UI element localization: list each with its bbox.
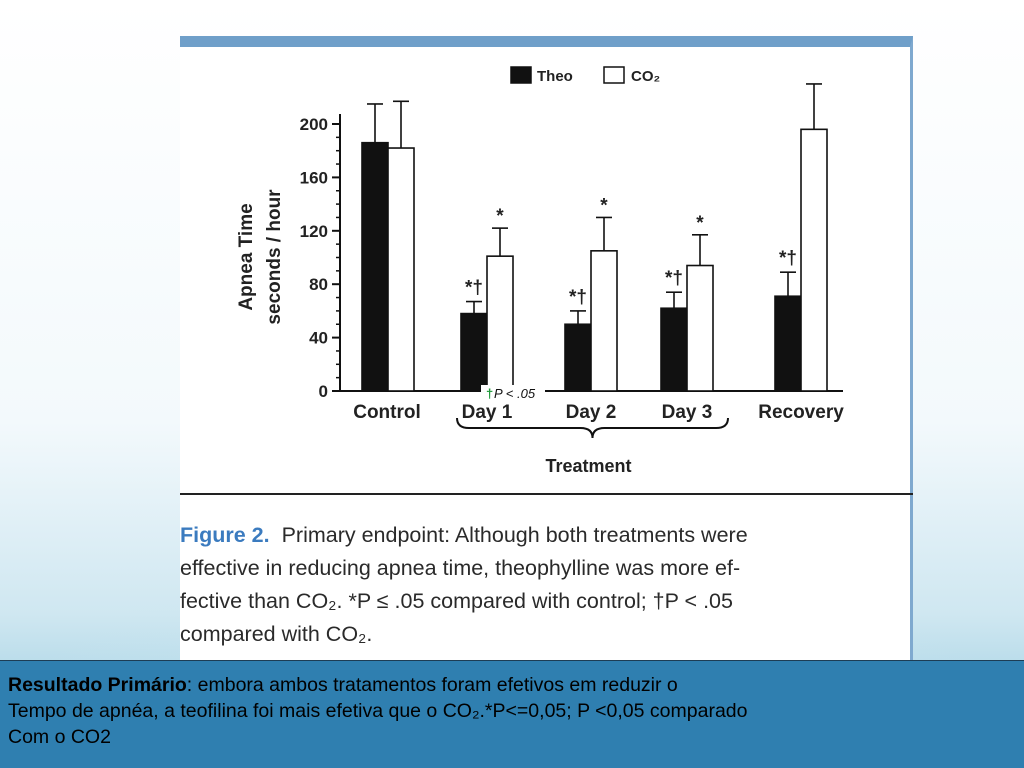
inline-note-dagger: † xyxy=(486,386,493,401)
figure-label: Figure 2. xyxy=(180,523,270,547)
significance-mark-co2: * xyxy=(600,195,608,216)
caption-text-1: Primary endpoint: Although both treatmen… xyxy=(281,523,748,547)
legend-label-theo: Theo xyxy=(537,68,573,85)
treatment-brace xyxy=(456,417,729,439)
x-tick-label: Day 3 xyxy=(662,402,713,423)
bar-theo xyxy=(660,307,688,392)
summary-line-2: Tempo de apnéa, a teofilina foi mais efe… xyxy=(8,700,748,722)
y-tick-label: 120 xyxy=(300,222,328,241)
summary-line-3: Com o CO2 xyxy=(8,726,111,748)
x-tick-label: Day 1 xyxy=(462,402,513,423)
figure-caption: Figure 2. Primary endpoint: Although bot… xyxy=(180,519,892,651)
x-axis-label: Treatment xyxy=(545,456,631,476)
caption-line-2: effective in reducing apnea time, theoph… xyxy=(180,556,741,580)
y-tick-label: 40 xyxy=(309,329,328,348)
bar-co2 xyxy=(486,255,514,392)
bar-theo xyxy=(460,312,488,392)
bar-theo xyxy=(564,323,592,392)
summary-lead: Resultado Primário xyxy=(8,674,187,696)
bar-chart: 0 40 80 120 160 200 Apnea Time seconds / hour Co… xyxy=(236,66,844,476)
y-tick-label: 80 xyxy=(309,275,328,294)
bar-co2 xyxy=(686,264,714,392)
figure-divider xyxy=(180,493,913,495)
inline-note-text: P < .05 xyxy=(494,386,536,401)
bar-co2 xyxy=(590,250,618,392)
y-tick-label: 160 xyxy=(300,168,328,187)
significance-mark-theo: *† xyxy=(465,278,483,299)
legend-label-co2: CO₂ xyxy=(631,68,660,85)
significance-mark-theo: *† xyxy=(665,268,683,289)
y-axis-label: Apnea Time xyxy=(236,203,257,310)
legend-swatch-theo xyxy=(510,66,532,84)
significance-mark-theo: *† xyxy=(779,248,797,269)
caption-line-4: compared with CO₂. xyxy=(180,622,373,646)
legend-swatch-co2 xyxy=(603,66,625,84)
summary-line-1: Resultado Primário: embora ambos tratame… xyxy=(8,672,1024,698)
significance-mark-co2: * xyxy=(496,206,504,227)
bar-co2 xyxy=(800,128,828,392)
significance-mark-co2: * xyxy=(696,213,704,234)
y-axis-label-units: seconds / hour xyxy=(264,189,285,325)
figure-panel: 0 40 80 120 160 200 Apnea Time seconds / hour Co… xyxy=(180,36,913,661)
y-tick-label: 0 xyxy=(319,382,328,401)
x-tick-label: Control xyxy=(353,402,421,423)
x-tick-label: Day 2 xyxy=(566,402,617,423)
summary-box: Resultado Primário: embora ambos tratame… xyxy=(0,660,1024,768)
bar-theo xyxy=(361,141,389,392)
caption-line-1: Figure 2. Primary endpoint: Although bot… xyxy=(180,519,892,552)
caption-line-3: fective than CO₂. *P ≤ .05 compared with… xyxy=(180,589,733,613)
summary-line-1-rest: : embora ambos tratamentos foram efetivo… xyxy=(186,674,678,696)
bar-co2 xyxy=(387,147,415,392)
inline-note-background xyxy=(481,385,545,402)
y-tick-label: 200 xyxy=(300,115,328,134)
x-tick-label: Recovery xyxy=(758,402,844,423)
bar-theo xyxy=(774,295,802,392)
significance-mark-theo: *† xyxy=(569,287,587,308)
